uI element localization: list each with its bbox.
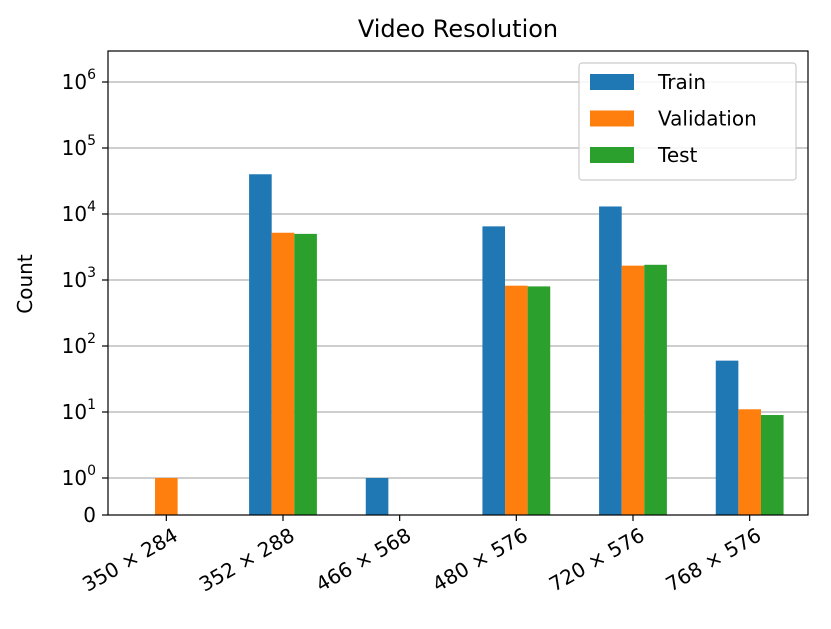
- y-tick-label: 100: [62, 463, 96, 490]
- y-tick-label: 106: [62, 67, 96, 94]
- bar-train: [365, 478, 389, 515]
- bar-train: [715, 360, 739, 515]
- x-tick-label: 350 × 284: [78, 523, 182, 597]
- y-tick-label: 102: [62, 331, 96, 358]
- y-axis-label: Count: [13, 254, 37, 314]
- bars: [155, 174, 784, 516]
- x-tick-label: 768 × 576: [662, 523, 766, 597]
- bar-validation: [271, 232, 295, 516]
- gridlines: [108, 81, 808, 479]
- bar-test: [644, 264, 667, 515]
- x-tick-label: 720 × 576: [545, 523, 649, 597]
- y-tick-label: 0: [83, 503, 96, 527]
- x-tick-label: 480 × 576: [428, 523, 532, 597]
- legend-label-train: Train: [657, 70, 706, 94]
- plot-frame: [107, 50, 809, 516]
- bar-validation: [505, 285, 528, 515]
- bar-validation: [155, 478, 178, 515]
- legend-label-validation: Validation: [658, 107, 757, 131]
- legend-swatch-train: [590, 74, 634, 90]
- y-tick-label: 104: [62, 199, 96, 226]
- bar-test: [527, 286, 551, 515]
- bar-train: [599, 206, 622, 516]
- legend-label-test: Test: [657, 143, 698, 167]
- bar-test: [760, 415, 784, 515]
- x-tick-label: 466 × 568: [312, 523, 416, 597]
- bar-validation: [621, 265, 645, 515]
- chart-title: Video Resolution: [358, 15, 558, 43]
- legend: Train Validation Test: [578, 62, 797, 181]
- bar-test: [294, 233, 317, 515]
- legend-swatch-validation: [590, 110, 634, 127]
- legend-swatch-test: [590, 147, 634, 163]
- y-tick-label: 105: [62, 133, 96, 160]
- y-tick-label: 101: [62, 397, 96, 424]
- y-ticks: 0 100 101 102 103 104 105 106: [62, 67, 108, 527]
- bar-train: [482, 226, 506, 515]
- x-ticks: 350 × 284 352 × 288 466 × 568 480 × 576 720 …: [78, 515, 765, 597]
- bar-validation: [738, 409, 761, 515]
- y-tick-label: 103: [62, 265, 96, 292]
- x-tick-label: 352 × 288: [195, 523, 299, 597]
- bar-train: [249, 174, 272, 515]
